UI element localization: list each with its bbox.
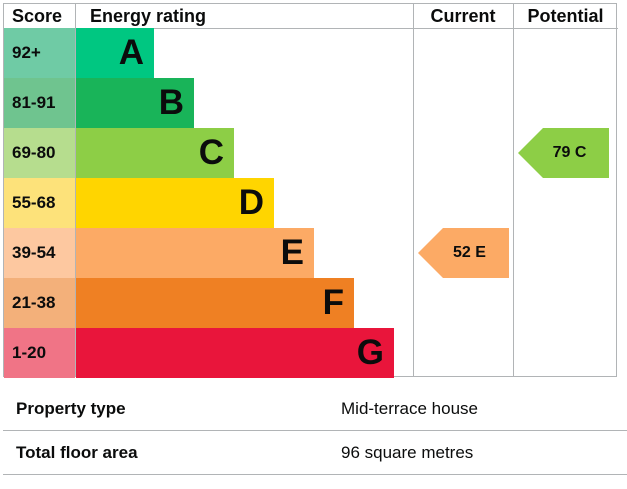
header-potential: Potential xyxy=(527,6,604,26)
band-score-c: 69-80 xyxy=(4,128,75,178)
band-c: C xyxy=(76,128,234,178)
band-letter-b: B xyxy=(158,83,184,122)
potential-rating-label: 79 C xyxy=(552,144,587,161)
column-divider xyxy=(513,4,514,376)
band-a: A xyxy=(76,28,154,78)
band-g: G xyxy=(76,328,394,378)
band-score-f: 21-38 xyxy=(4,278,75,328)
column-divider xyxy=(75,4,76,376)
band-d: D xyxy=(76,178,274,228)
summary-key: Total floor area xyxy=(16,443,138,462)
band-f: F xyxy=(76,278,354,328)
column-divider xyxy=(413,4,414,376)
band-letter-g: G xyxy=(356,333,384,372)
band-score-d: 55-68 xyxy=(4,178,75,228)
current-arrow-shape xyxy=(418,228,509,278)
current-arrow-polygon xyxy=(418,228,509,278)
summary-key: Property type xyxy=(16,399,126,418)
summary-row-property-type: Property type Mid-terrace house xyxy=(3,387,627,431)
energy-rating-chart: Score Energy rating Current Potential 92… xyxy=(3,3,618,378)
band-score-g: 1-20 xyxy=(4,328,75,378)
band-b: B xyxy=(76,78,194,128)
band-score-a: 92+ xyxy=(4,28,75,78)
band-letter-c: C xyxy=(198,133,224,172)
band-score-e: 39-54 xyxy=(4,228,75,278)
summary-row-floor-area: Total floor area 96 square metres xyxy=(3,431,627,475)
header-divider xyxy=(4,28,618,29)
potential-arrow-shape xyxy=(518,128,609,178)
band-letter-f: F xyxy=(322,283,344,322)
band-letter-a: A xyxy=(118,33,144,72)
header-score: Score xyxy=(12,6,63,26)
summary-value: 96 square metres xyxy=(341,443,474,462)
potential-arrow-polygon xyxy=(518,128,609,178)
current-rating-label: 52 E xyxy=(453,244,486,261)
summary-value: Mid-terrace house xyxy=(341,399,479,418)
header-current: Current xyxy=(430,6,496,26)
current-rating-arrow: 52 E xyxy=(418,228,509,278)
band-e: E xyxy=(76,228,314,278)
header-energy-rating: Energy rating xyxy=(90,6,207,26)
band-letter-d: D xyxy=(238,183,264,222)
band-score-b: 81-91 xyxy=(4,78,75,128)
potential-rating-arrow: 79 C xyxy=(518,128,609,178)
band-letter-e: E xyxy=(280,233,304,272)
